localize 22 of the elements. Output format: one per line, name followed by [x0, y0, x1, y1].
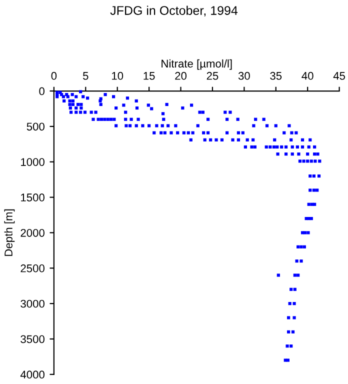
x-tick-label: 5 — [83, 72, 88, 80]
x-tick-label: 25 — [206, 72, 218, 80]
chart-title: JFDG in October, 1994 — [110, 6, 238, 16]
x-tick-label: 40 — [302, 72, 314, 80]
y-axis-title: Depth [m] — [4, 209, 15, 256]
x-tick-label: 10 — [112, 72, 124, 80]
y-tick-label: 2500 — [20, 264, 44, 272]
x-axis-title: Nitrate [µmol/l] — [162, 59, 232, 70]
x-tick-label: 15 — [144, 72, 155, 80]
y-tick-label: 4000 — [20, 370, 44, 379]
y-tick-label: 3000 — [20, 300, 44, 308]
y-tick-label: 1000 — [21, 158, 44, 166]
y-tick-label: 3500 — [20, 335, 44, 344]
x-tick-label: 20 — [175, 72, 187, 80]
y-tick-label: 0 — [39, 87, 44, 96]
y-tick-label: 500 — [26, 122, 44, 131]
x-tick-label: 0 — [51, 72, 57, 80]
y-tick-label: 1500 — [21, 194, 44, 202]
x-tick-label: 45 — [333, 72, 346, 80]
x-tick-label: 35 — [270, 72, 282, 80]
x-tick-label: 30 — [238, 72, 250, 80]
y-tick-label: 2000 — [20, 228, 44, 237]
